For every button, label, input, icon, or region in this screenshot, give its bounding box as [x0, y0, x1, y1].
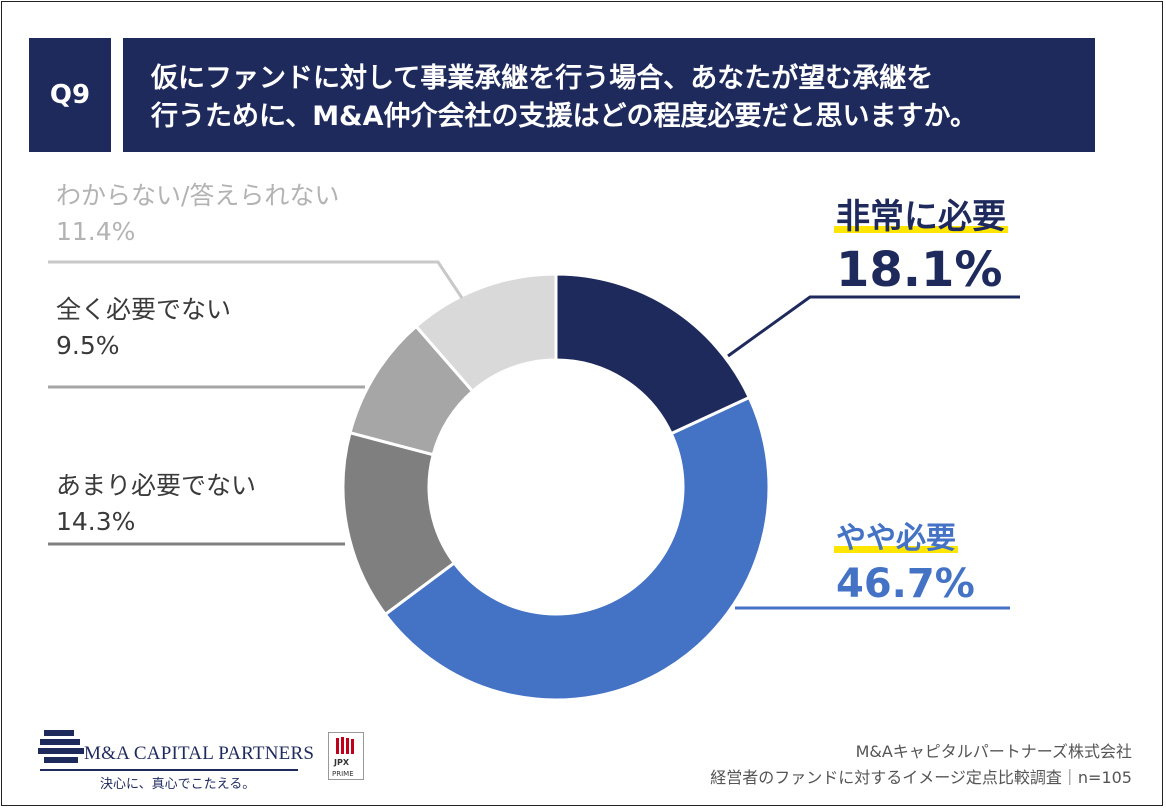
slice-label-highlight-0	[834, 226, 1008, 233]
question-line-1: 仮にファンドに対して事業承継を行う場合、あなたが望む承継を	[151, 63, 934, 94]
slice-value-2: 14.3%	[56, 507, 135, 536]
slice-label-0: 非常に必要	[836, 197, 1006, 237]
question-line-2: 行うために、M&A仲介会社の支援はどの程度必要だと思いますか。	[151, 101, 977, 132]
brand-name: M&A CAPITAL PARTNERS	[84, 743, 315, 764]
source-survey: 経営者のファンドに対するイメージ定点比較調査｜n=105	[710, 768, 1132, 787]
brand-divider	[40, 769, 298, 771]
slice-label-2: あまり必要でない	[56, 471, 256, 500]
donut-slices	[341, 272, 771, 702]
slice-label-highlight-1	[834, 546, 958, 553]
jpx-label: JPX	[334, 758, 350, 767]
brand-tagline: 決心に、真心でこたえる。	[100, 777, 256, 792]
leader-line-0	[727, 295, 1020, 358]
slice-value-3: 9.5%	[56, 331, 120, 360]
question-title: 仮にファンドに対して事業承継を行う場合、あなたが望む承継を 行うために、M&A仲…	[123, 38, 1095, 152]
leader-line-4	[48, 260, 464, 299]
source-note: M&Aキャピタルパートナーズ株式会社 経営者のファンドに対するイメージ定点比較調…	[710, 739, 1132, 791]
slice-label-1: やや必要	[836, 521, 956, 556]
slice-value-1: 46.7%	[836, 561, 975, 607]
question-number: Q9	[29, 38, 111, 152]
company-logo-icon	[38, 730, 84, 763]
leader-lines	[48, 260, 1020, 610]
jpx-logo-icon	[328, 732, 364, 780]
jpx-prime-label: PRIME	[332, 770, 354, 778]
slice-label-3: 全く必要でない	[56, 295, 231, 324]
slice-labels: 非常に必要 18.1% やや必要 46.7% あまり必要でない 14.3% 全く必要でない 9…	[56, 181, 1008, 607]
source-company: M&Aキャピタルパートナーズ株式会社	[855, 742, 1132, 761]
slice-value-0: 18.1%	[836, 242, 1003, 298]
slice-label-4: わからない/答えられない	[56, 181, 339, 210]
donut-slice-4	[414, 272, 558, 394]
donut-slice-1	[383, 395, 771, 702]
slice-value-4: 11.4%	[56, 217, 135, 246]
